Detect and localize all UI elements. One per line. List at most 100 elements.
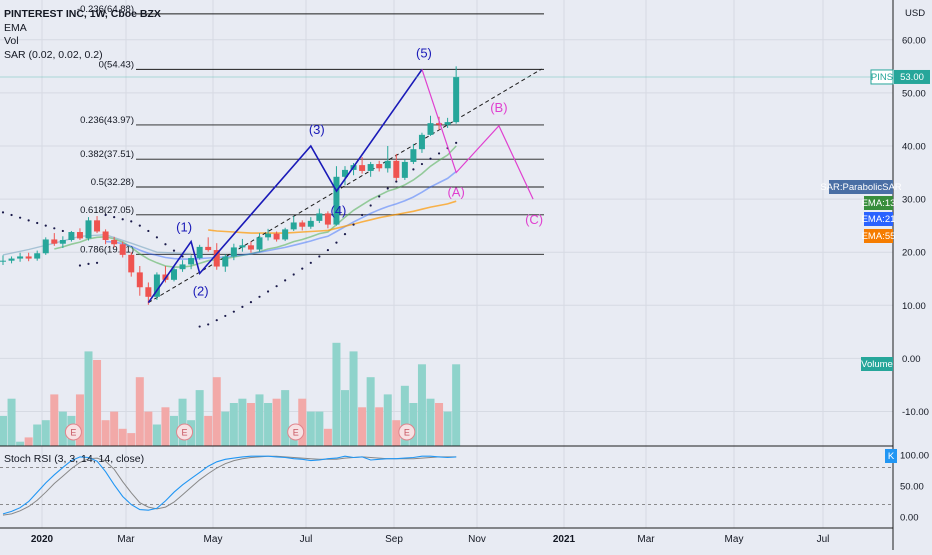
candle-body [393,160,400,178]
volume-bar [58,411,67,446]
corrective-wave[interactable]: (A) (B) (C) [421,69,543,227]
volume-badge: Volume [861,359,893,370]
axes[interactable]: USD70.0060.0050.0040.0030.0020.0010.000.… [31,0,932,550]
price-tick-label: 10.00 [902,301,926,312]
candle-body [213,250,220,267]
candle-body [367,164,374,171]
candle-body [359,165,366,171]
ema13-badge: EMA:13 [862,198,896,209]
fib-level-label: 0.236(43.97) [80,115,134,126]
candle-body [196,246,203,259]
candle-body [307,220,314,227]
sar-badge-bg [829,180,893,194]
wave-label: (2) [193,283,209,298]
chart-legend: PINTEREST INC, 1W, Cboe BZX EMA Vol SAR … [4,8,161,62]
sar-dot [292,273,295,276]
elliott-wave[interactable]: (1) (2) (3) (4) (5) [147,45,432,304]
stoch-tick-label: 0.00 [900,513,919,524]
volume-bar [366,377,375,446]
candle-body [171,269,177,280]
volume-bar [332,342,341,446]
candle-body [179,264,186,270]
sar-dot [241,305,244,308]
time-tick-label: Sep [385,534,403,545]
sar-dot [309,261,312,264]
sar-dot [275,285,278,288]
volume-bar [443,411,452,446]
wave-label: (3) [309,122,325,137]
candle-body [119,244,126,255]
candlesticks [0,66,460,305]
volume-bar [229,403,238,446]
volume-bar [255,394,264,446]
candle-body [85,220,92,239]
earnings-marker-icon [398,423,416,441]
sar-dot [10,213,13,217]
sar-dot [429,157,432,160]
candle-body [418,134,425,150]
grid-lines [0,0,893,528]
sar-dot [61,229,64,233]
sar-dot [44,224,47,227]
fib-level-label: 0.618(27.05) [80,205,134,216]
volume-bar [33,424,42,446]
candle-body [427,123,434,135]
candle-body [273,233,280,240]
wave-label: (4) [331,203,347,218]
pins-value-badge-bg [894,69,930,84]
sar-dot [198,325,201,328]
volume-bar [110,411,119,446]
earnings-marker-label: E [70,428,76,438]
time-tick-label: Jul [817,534,830,545]
sar-dot [412,168,415,171]
volume-bar [426,398,435,446]
time-tick-label: Mar [117,534,135,545]
ema55-line [208,200,457,234]
candle-body [316,213,323,221]
volume-bar [93,360,102,446]
fibonacci-retracement[interactable]: -0.5(76.57)-0.236(64.88)0(54.43)0.236(43… [77,0,544,255]
trend-channel[interactable] [148,68,542,304]
ema13-badge-bg [864,196,893,210]
sar-dot [155,236,158,239]
sar-dot [326,248,329,252]
stoch-k-badge: K [888,451,895,462]
stoch-k-line [2,455,457,515]
candle-body [94,220,101,232]
pins-name-badge-bg [871,69,893,84]
candle-body [205,246,212,251]
sar-dot [420,162,424,166]
price-tick-label: 60.00 [902,35,926,46]
sar-badge: SAR:ParabolicSAR [820,182,901,193]
candle-body [0,260,6,262]
ema21-line [105,170,457,260]
candle-body [436,123,443,125]
symbol-title[interactable]: PINTEREST INC, 1W, Cboe BZX [4,8,161,20]
legend-sar[interactable]: SAR (0.02, 0.02, 0.2) [4,48,103,61]
volume-bar [170,415,178,446]
sar-dot [437,152,441,155]
candle-body [188,258,195,265]
volume-bar [392,420,401,446]
currency-label: USD [905,8,925,19]
ema13-line [54,145,457,268]
stoch-rsi-legend[interactable]: Stoch RSI (3, 3, 14, 14, close) [4,453,145,465]
volume-bar [375,407,384,446]
sar-dot [36,221,39,225]
candle-body [333,176,340,225]
volume-bar [323,428,332,446]
candle-body [282,229,289,240]
stoch-k-badge-bg [885,449,897,463]
sar-dot [352,223,355,226]
volume-bar [16,441,25,446]
sar-dot [19,216,22,219]
volume-bar [127,433,136,446]
sar-dot [147,229,150,233]
volume-bar [75,394,84,446]
legend-vol[interactable]: Vol [4,35,19,47]
candle-body [17,256,24,259]
legend-ema[interactable]: EMA [4,21,27,34]
